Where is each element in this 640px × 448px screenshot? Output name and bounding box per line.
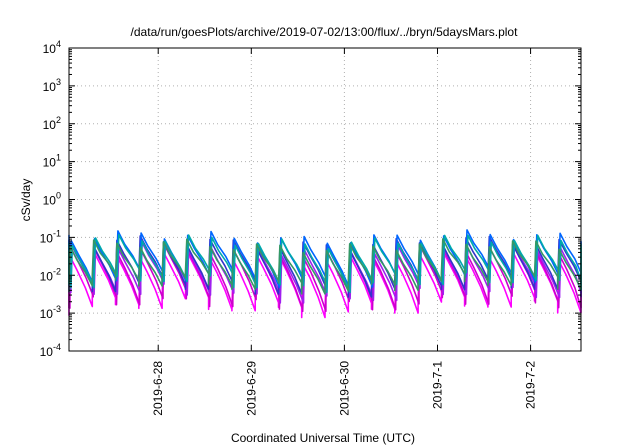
series-line	[68, 234, 582, 294]
y-tick-label: 100	[43, 191, 61, 208]
series-line	[68, 244, 582, 313]
x-tick-label: 2019-7-1	[430, 361, 444, 409]
y-tick-label: 10-3	[40, 304, 61, 321]
series-line	[68, 238, 582, 295]
x-tick-label: 2019-7-2	[524, 361, 538, 409]
data-series	[68, 229, 582, 319]
y-tick-label: 10-2	[40, 266, 61, 283]
x-axis-label: Coordinated Universal Time (UTC)	[231, 431, 415, 445]
y-tick-label: 104	[43, 39, 61, 56]
x-tick-label: 2019-6-29	[244, 361, 258, 416]
x-tick-label: 2019-6-28	[151, 361, 165, 416]
y-tick-label: 10-1	[40, 228, 61, 245]
y-tick-label: 103	[43, 77, 61, 94]
y-tick-label: 10-4	[40, 342, 61, 359]
x-tick-label: 2019-6-30	[337, 361, 351, 416]
y-axis-label: cSv/day	[19, 179, 33, 222]
chart-title: /data/run/goesPlots/archive/2019-07-02/1…	[131, 25, 519, 39]
x-axis-ticks: 2019-6-28 2019-6-29 2019-6-30 2019-7-1 2019-…	[151, 48, 538, 416]
y-axis-ticks: 10-4 10-3 10-2 10-1 100 101 102 103 104	[40, 39, 581, 359]
y-tick-label: 102	[43, 115, 61, 132]
y-tick-label: 101	[43, 153, 61, 170]
